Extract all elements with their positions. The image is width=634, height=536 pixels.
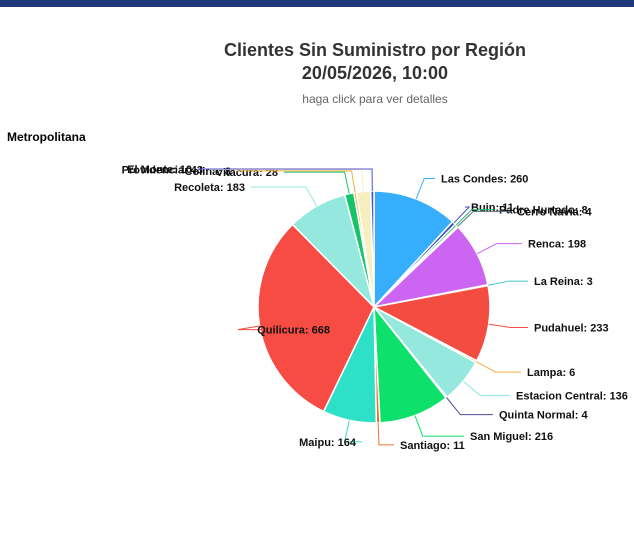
top-bar <box>0 0 634 7</box>
chart-title: Clientes Sin Suministro por Región <box>223 40 527 60</box>
leader-quilicura <box>237 325 336 331</box>
leader-el-monte <box>198 168 373 192</box>
leader-vitacura <box>284 171 350 194</box>
label-la-reina: La Reina: 3 <box>534 276 593 288</box>
leader-las-condes <box>415 177 435 200</box>
label-renca: Renca: 198 <box>528 239 586 251</box>
leader-maipu <box>343 420 362 443</box>
leader-lampa <box>476 361 521 373</box>
pie-slices <box>257 190 491 424</box>
region-label: Metropolitana <box>7 130 86 144</box>
leader-estacion-central <box>462 380 510 396</box>
leader-buin <box>453 206 471 224</box>
leader-renca <box>476 243 522 255</box>
label-quilicura: Quilicura: 668 <box>257 325 330 337</box>
leader-san-miguel <box>414 415 464 437</box>
leader-colina <box>237 170 356 193</box>
slice-pudahuel[interactable] <box>371 284 491 362</box>
label-providencia: Providencia: 43 <box>122 165 203 177</box>
label-maipu: Maipu: 164 <box>299 437 357 449</box>
label-santiago: Santiago: 11 <box>400 440 465 452</box>
label-estacion-central: Estacion Central: 136 <box>516 390 628 402</box>
label-san-miguel: San Miguel: 216 <box>470 431 553 443</box>
leader-santiago <box>377 422 394 446</box>
label-las-condes: Las Condes: 260 <box>441 173 528 185</box>
chart-timestamp: 20/05/2026, 10:00 <box>301 63 449 83</box>
label-lampa: Lampa: 6 <box>527 367 575 379</box>
leader-recoleta <box>251 186 318 207</box>
label-vitacura: Vitacura: 28 <box>216 167 278 179</box>
leader-cerro-navia <box>457 210 511 227</box>
leader-pudahuel <box>488 323 528 328</box>
leader-la-reina <box>487 280 528 286</box>
label-recoleta: Recoleta: 183 <box>174 182 245 194</box>
label-pudahuel: Pudahuel: 233 <box>534 322 609 334</box>
leader-providencia <box>209 169 365 192</box>
slice-el-monte[interactable] <box>369 190 375 308</box>
chart-subtitle: haga click para ver detalles <box>302 92 448 106</box>
leader-quinta-normal <box>446 397 493 416</box>
label-cerro-navia: Cerro Navia: 4 <box>517 206 592 218</box>
leader-padre-hurtado <box>455 209 493 226</box>
label-el-monte: El Monte: 10 <box>127 164 192 176</box>
label-quinta-normal: Quinta Normal: 4 <box>499 410 589 422</box>
slice-quilicura[interactable] <box>257 223 375 413</box>
label-padre-hurtado: Padre Hurtado: 8 <box>499 205 588 217</box>
